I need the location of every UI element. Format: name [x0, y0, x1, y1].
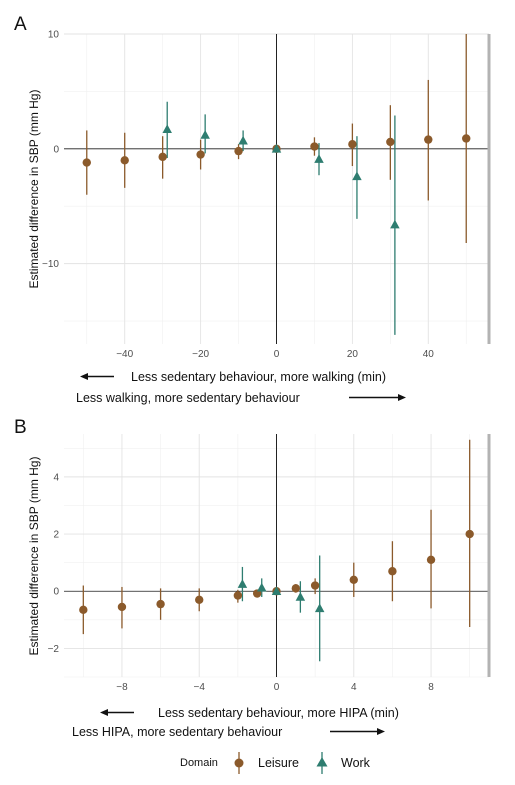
panel-b-leisure-point — [465, 529, 474, 539]
panel-b-x-tick-label: 0 — [274, 682, 280, 693]
panel-a-letter: A — [14, 14, 27, 35]
panel-b-leisure-point — [195, 595, 204, 605]
panel-b-y-tick-label: −2 — [48, 644, 60, 655]
panel-a-leisure-point — [386, 137, 395, 147]
panel-b-x-tick-label: 8 — [428, 682, 434, 693]
panel-a-caption-1-text: Less sedentary behaviour, more walking (… — [131, 370, 386, 384]
panel-a-leisure-point — [234, 146, 243, 156]
panel-b-leisure-point — [117, 602, 127, 612]
panel-b-leisure-point — [388, 567, 397, 576]
panel-b-leisure-point — [349, 575, 358, 584]
panel-a-x-tick-label: −20 — [192, 349, 209, 360]
panel-a-caption-1: Less sedentary behaviour, more walking (… — [80, 370, 386, 384]
panel-b-work-point — [237, 579, 248, 588]
panel-a-work-point — [314, 154, 324, 163]
panel-a-y-tick-label: −10 — [42, 259, 59, 270]
panel-b-leisure-point — [310, 581, 320, 590]
panel-b: B −8 −4 0 4 8 −2 0 2 4 Estimated difference in … — [14, 417, 491, 739]
panel-a-x-tick-label: 40 — [423, 349, 435, 360]
legend-title: Domain — [180, 757, 218, 769]
panel-a-leisure-point — [120, 156, 129, 165]
panel-b-y-tick-label: 4 — [53, 472, 59, 483]
panel-a-leisure-point — [158, 152, 167, 162]
panel-a-leisure-point — [196, 150, 205, 159]
panel-a-work-point — [352, 171, 362, 181]
panel-b-caption-2-text: Less HIPA, more sedentary behaviour — [72, 725, 282, 739]
legend-work-marker — [316, 757, 328, 767]
panel-b-y-axis-title: Estimated difference in SBP (mm Hg) — [27, 457, 41, 656]
panel-a-x-tick-label: 0 — [274, 349, 280, 360]
panel-a-leisure-point — [310, 142, 319, 151]
legend: Domain Leisure Work — [180, 752, 371, 774]
panel-a-work-point — [238, 135, 248, 145]
panel-b-work-point — [295, 591, 306, 601]
legend-leisure-marker — [234, 758, 244, 768]
legend-item-leisure: Leisure — [234, 752, 299, 774]
panel-b-y-tick-label: 2 — [53, 530, 59, 541]
panel-a-leisure-point — [462, 134, 471, 143]
panel-b-x-tick-label: −4 — [194, 682, 206, 693]
panel-a-x-tick-label: −40 — [116, 349, 133, 360]
panel-b-x-tick-label: −8 — [116, 682, 128, 693]
panel-b-caption-1-text: Less sedentary behaviour, more HIPA (min… — [158, 706, 399, 720]
panel-a-caption-2-text: Less walking, more sedentary behaviour — [76, 391, 300, 405]
legend-work-label: Work — [341, 756, 371, 770]
panel-a-x-tick-label: 20 — [347, 349, 359, 360]
panel-b-work-point — [271, 586, 282, 595]
panel-b-leisure-point — [291, 584, 301, 593]
panel-b-x-tick-label: 4 — [351, 682, 357, 693]
panel-a-work-point — [162, 124, 172, 134]
panel-a-plot-area — [64, 33, 491, 344]
panel-b-work-point — [314, 603, 325, 613]
legend-item-work: Work — [316, 752, 371, 774]
panel-b-plot-area — [64, 434, 491, 678]
panel-a-work-point — [390, 219, 400, 229]
panel-a-y-tick-label: 0 — [53, 144, 59, 155]
panel-b-letter: B — [14, 417, 27, 438]
panel-a-y-axis-title: Estimated difference in SBP (mm Hg) — [27, 90, 41, 289]
panel-b-y-tick-label: 0 — [53, 587, 59, 598]
legend-leisure-label: Leisure — [258, 756, 299, 770]
panel-b-caption-2: Less HIPA, more sedentary behaviour — [72, 725, 385, 739]
panel-b-caption-1: Less sedentary behaviour, more HIPA (min… — [100, 706, 399, 720]
panel-b-leisure-point — [233, 591, 243, 600]
panel-a-leisure-point — [82, 158, 91, 167]
panel-b-leisure-point — [156, 599, 165, 609]
panel-a-caption-2: Less walking, more sedentary behaviour — [76, 391, 406, 405]
panel-a-work-point — [271, 143, 282, 153]
panel-a-y-tick-label: 10 — [48, 30, 60, 41]
panel-b-leisure-point — [426, 555, 436, 564]
panel-b-leisure-point — [79, 605, 88, 615]
panel-a-leisure-point — [348, 140, 357, 149]
panel-a-leisure-point — [424, 135, 433, 144]
panel-b-work-point — [256, 582, 267, 592]
panel-a: A −40 −20 0 20 40 −10 0 10 Estimated differenc… — [14, 14, 491, 405]
panel-a-work-point — [200, 130, 210, 139]
